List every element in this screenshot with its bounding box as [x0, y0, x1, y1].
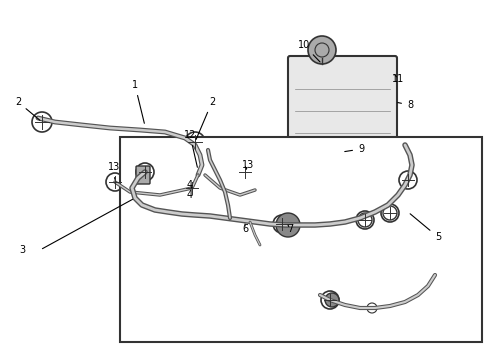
Text: 1: 1 [132, 80, 144, 123]
Text: 11: 11 [391, 74, 404, 84]
Text: 6: 6 [242, 224, 247, 234]
Text: 5: 5 [409, 214, 440, 242]
Text: 3: 3 [19, 245, 25, 255]
FancyBboxPatch shape [287, 56, 396, 150]
Text: 4: 4 [186, 190, 193, 200]
Circle shape [325, 293, 338, 307]
Text: 12: 12 [183, 130, 197, 167]
Text: 4: 4 [186, 180, 193, 190]
Circle shape [275, 213, 299, 237]
Text: 2: 2 [15, 97, 40, 120]
Text: 2: 2 [196, 97, 215, 139]
Text: 13: 13 [107, 162, 120, 179]
Text: 7: 7 [286, 224, 292, 234]
FancyBboxPatch shape [333, 145, 349, 159]
Text: 13: 13 [242, 160, 254, 170]
Text: 8: 8 [397, 100, 412, 110]
Circle shape [307, 36, 335, 64]
Text: 9: 9 [344, 144, 364, 154]
FancyBboxPatch shape [136, 166, 150, 184]
Bar [120, 137, 481, 342]
Text: 10: 10 [297, 40, 320, 62]
